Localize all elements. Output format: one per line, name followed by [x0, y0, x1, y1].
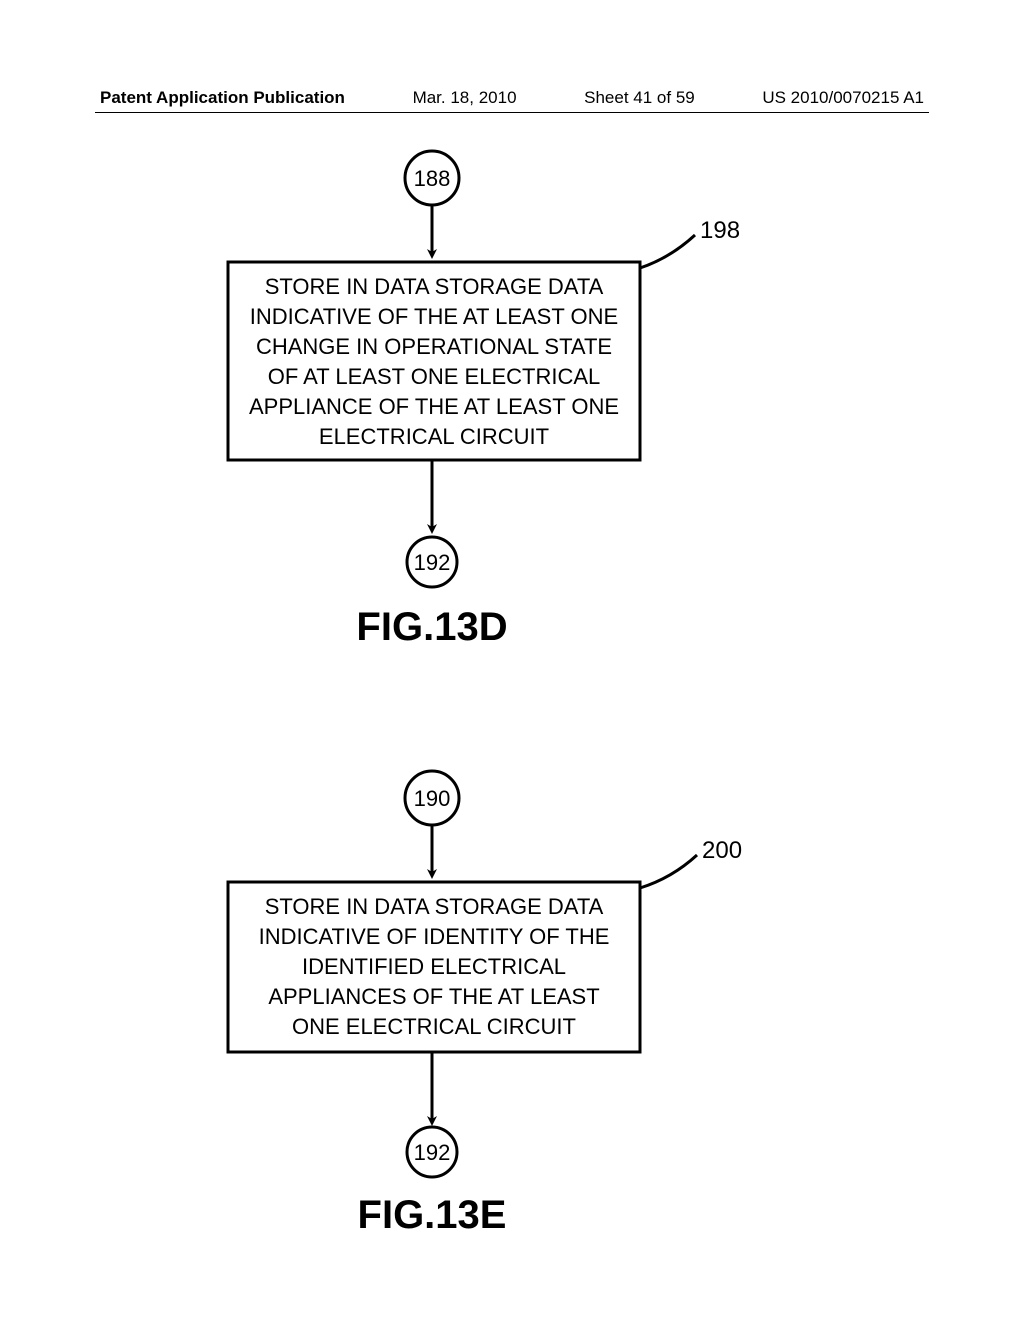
box-text-line: INDICATIVE OF THE AT LEAST ONE: [250, 304, 618, 329]
box-text-line: APPLIANCE OF THE AT LEAST ONE: [249, 394, 619, 419]
connector-label: 188: [414, 166, 451, 191]
box-text-line: ONE ELECTRICAL CIRCUIT: [292, 1014, 576, 1039]
connector-label: 192: [414, 550, 451, 575]
fig-13d: 188 STORE IN DATA STORAGE DATA INDICATIV…: [228, 151, 740, 649]
box-text-line: INDICATIVE OF IDENTITY OF THE: [259, 924, 610, 949]
refnum-leader: [640, 855, 697, 888]
box-text-line: ELECTRICAL CIRCUIT: [319, 424, 549, 449]
box-text-line: OF AT LEAST ONE ELECTRICAL: [268, 364, 601, 389]
page: Patent Application Publication Mar. 18, …: [0, 0, 1024, 1320]
refnum-label: 200: [702, 837, 742, 864]
connector-label: 190: [414, 786, 451, 811]
refnum-leader: [640, 235, 695, 268]
figure-caption: FIG.13E: [358, 1193, 507, 1237]
connector-label: 192: [414, 1140, 451, 1165]
box-text-line: IDENTIFIED ELECTRICAL: [302, 954, 566, 979]
box-text-line: STORE IN DATA STORAGE DATA: [265, 894, 604, 919]
refnum-label: 198: [700, 217, 740, 244]
box-text-line: CHANGE IN OPERATIONAL STATE: [256, 334, 612, 359]
box-text-line: APPLIANCES OF THE AT LEAST: [268, 984, 599, 1009]
fig-13e: 190 STORE IN DATA STORAGE DATA INDICATIV…: [228, 771, 742, 1237]
diagram-svg: 188 STORE IN DATA STORAGE DATA INDICATIV…: [0, 0, 1024, 1320]
box-text-line: STORE IN DATA STORAGE DATA: [265, 274, 604, 299]
figure-caption: FIG.13D: [356, 605, 507, 649]
